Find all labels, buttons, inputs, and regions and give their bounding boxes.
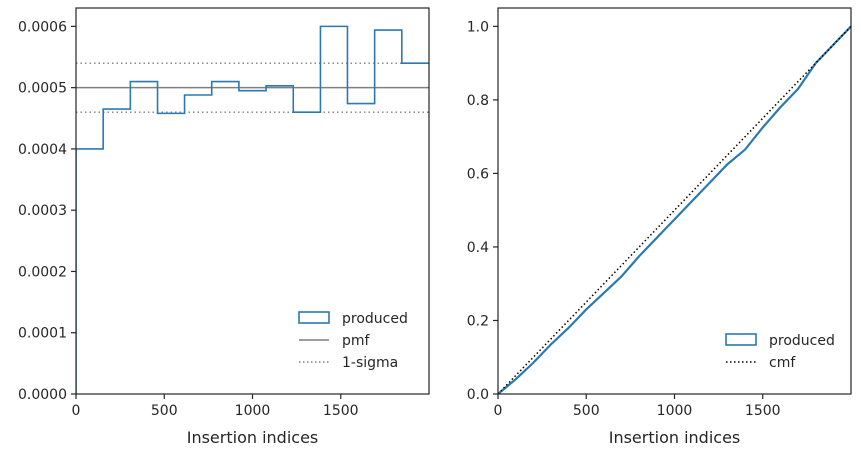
plot-area — [76, 25, 429, 394]
y-tick-label: 0.0006 — [18, 19, 67, 35]
y-tick-label: 0.8 — [467, 93, 489, 109]
x-axis-label: Insertion indices — [187, 428, 319, 447]
legend-swatch-produced — [725, 333, 757, 346]
legend-label-produced: produced — [342, 311, 408, 327]
y-tick-label: 0.6 — [467, 166, 489, 182]
x-tick-label: 1500 — [323, 403, 359, 419]
series-cmf-line — [498, 25, 851, 394]
x-tick-label: 0 — [494, 403, 503, 419]
y-tick-label: 0.0000 — [18, 387, 67, 403]
x-tick-label: 1500 — [745, 403, 781, 419]
y-tick-label: 0.0 — [467, 387, 489, 403]
series-produced-step — [76, 25, 429, 394]
legend-label-1-sigma: 1-sigma — [342, 355, 398, 371]
histogram-panel: 0 500 1000 1500 0.0000 0.0001 0.0002 0.0003 0.00… — [18, 7, 430, 447]
axes-frame — [75, 7, 430, 395]
y-tick-label: 1.0 — [467, 19, 489, 35]
x-tick-label: 1000 — [657, 403, 693, 419]
x-tick-label: 0 — [72, 403, 81, 419]
cumulative-panel: 0 500 1000 1500 0.0 0.2 0.4 0.6 0.8 1.0 Insertion … — [467, 7, 852, 447]
y-tick-label: 0.2 — [467, 313, 489, 329]
y-tick-label: 0.4 — [467, 240, 489, 256]
x-tick-label: 500 — [151, 403, 178, 419]
y-tick-label: 0.0005 — [18, 81, 67, 97]
y-tick-label: 0.0001 — [18, 326, 67, 342]
legend-label-cmf: cmf — [769, 355, 796, 371]
y-tick-label: 0.0004 — [18, 142, 67, 158]
y-tick-label: 0.0003 — [18, 203, 67, 219]
y-tick-label: 0.0002 — [18, 264, 67, 280]
legend-swatch-produced — [298, 311, 330, 324]
x-tick-label: 500 — [573, 403, 600, 419]
series-produced-line — [498, 25, 851, 394]
legend-label-produced: produced — [769, 333, 835, 349]
x-tick-label: 1000 — [235, 403, 271, 419]
plot-area — [498, 25, 851, 394]
x-axis-label: Insertion indices — [609, 428, 741, 447]
legend-label-pmf: pmf — [342, 333, 371, 349]
